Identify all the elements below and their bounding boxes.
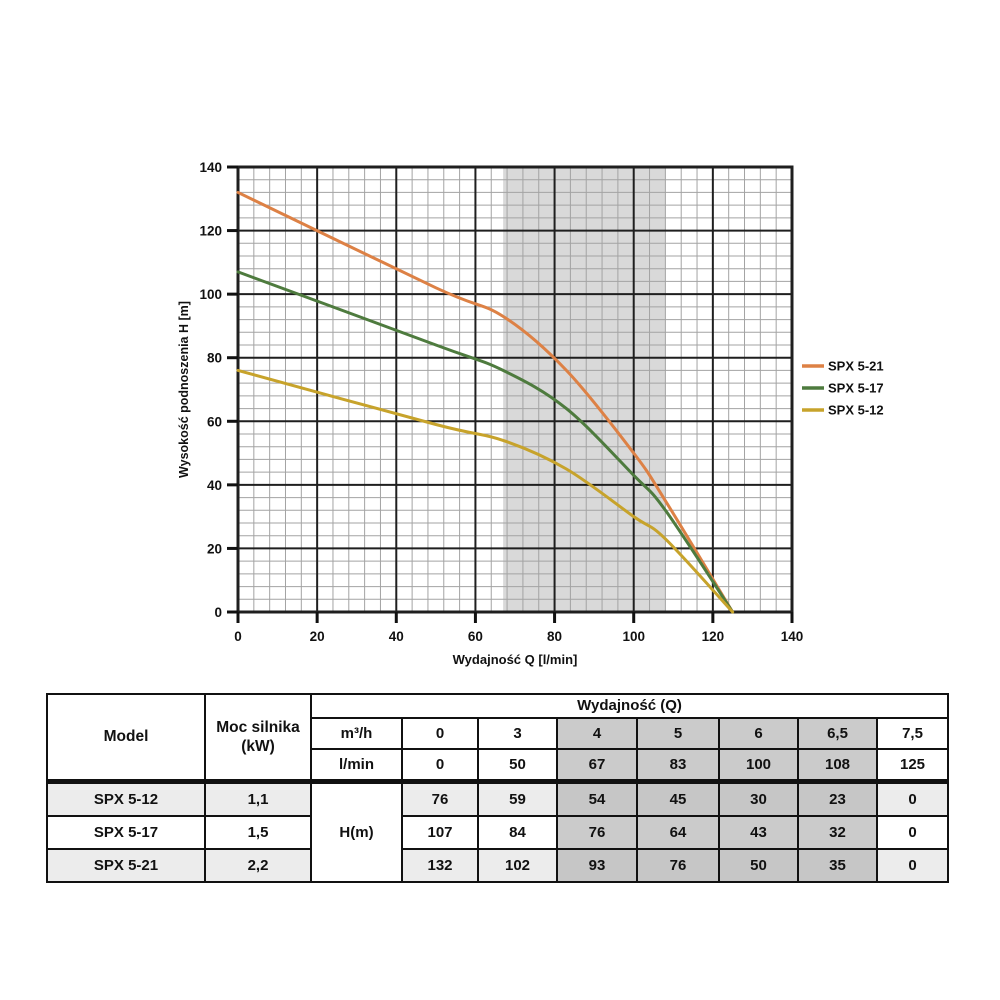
y-tick-label: 40	[207, 478, 222, 493]
table-row: l/min 0 50 67 83 100 108 125	[47, 748, 949, 783]
series-line-SPX-5-21	[236, 190, 735, 614]
x-tick-label: 60	[468, 629, 483, 644]
lmin-value-cell: 0	[401, 748, 479, 783]
h-value-cell: 32	[797, 815, 878, 850]
y-tick-label: 0	[214, 605, 222, 620]
lmin-value-cell: 67	[556, 748, 638, 783]
table-row: SPX 5-12 1,1 H(m) 76 59 54 45 30 23 0	[46, 779, 949, 883]
power-cell: 1,1	[204, 779, 312, 817]
model-header-cell: Model	[46, 693, 206, 783]
lmin-value-cell: 83	[636, 748, 720, 783]
lmin-value-cell: 100	[718, 748, 799, 783]
plot-border	[236, 165, 794, 614]
y-tick-label: 80	[207, 351, 222, 366]
x-tick-label: 140	[781, 629, 804, 644]
h-value-cell: 0	[876, 779, 949, 817]
m3h-value-cell: 0	[401, 717, 479, 750]
h-value-cell: 45	[636, 779, 720, 817]
pump-data-table: Model Moc silnika (kW) Wydajność (Q) m³/h 0 3…	[46, 693, 949, 883]
h-value-cell: 59	[477, 779, 558, 817]
table-row: SPX 5-17 1,5 107 84 76 64 43 32 0	[46, 815, 949, 850]
h-value-cell: 54	[556, 779, 638, 817]
x-tick-label: 0	[234, 629, 242, 644]
wydajnosc-header-cell: Wydajność (Q)	[310, 693, 949, 719]
m3h-value-cell: 3	[477, 717, 558, 750]
y-tick-label: 120	[199, 224, 222, 239]
h-value-cell: 64	[636, 815, 720, 850]
lmin-label-cell: l/min	[310, 748, 403, 783]
m3h-value-cell: 4	[556, 717, 638, 750]
table-row: Model Moc silnika (kW) Wydajność (Q)	[46, 693, 949, 783]
model-cell: SPX 5-17	[46, 815, 206, 850]
h-value-cell: 102	[477, 848, 558, 883]
x-axis-title: Wydajność Q [l/min]	[453, 652, 578, 667]
m3h-value-cell: 6,5	[797, 717, 878, 750]
power-cell: 1,5	[204, 815, 312, 850]
series-line-SPX-5-17	[236, 270, 735, 614]
x-tick-label: 120	[702, 629, 725, 644]
power-cell: 2,2	[204, 848, 312, 883]
m3h-value-cell: 7,5	[876, 717, 949, 750]
x-tick-label: 100	[622, 629, 645, 644]
m3h-value-cell: 6	[718, 717, 799, 750]
h-value-cell: 0	[876, 848, 949, 883]
h-value-cell: 35	[797, 848, 878, 883]
h-label-cell: H(m)	[310, 779, 403, 883]
y-tick-label: 100	[199, 287, 222, 302]
y-tick-label: 140	[199, 160, 222, 175]
x-tick-label: 80	[547, 629, 562, 644]
h-value-cell: 43	[718, 815, 799, 850]
h-value-cell: 132	[401, 848, 479, 883]
h-value-cell: 50	[718, 848, 799, 883]
legend-label-SPX-5-21: SPX 5-21	[828, 359, 884, 374]
x-tick-label: 40	[389, 629, 404, 644]
h-value-cell: 93	[556, 848, 638, 883]
y-tick-label: 60	[207, 414, 222, 429]
chart-canvas: 0 20 40 60 80 100 120 140 0 20 40 60 80 100 120 140 Wyda…	[177, 160, 884, 667]
h-value-cell: 107	[401, 815, 479, 850]
y-tick-label: 20	[207, 541, 222, 556]
legend-label-SPX-5-17: SPX 5-17	[828, 381, 884, 396]
power-header-cell: Moc silnika (kW)	[204, 693, 312, 783]
h-value-cell: 76	[636, 848, 720, 883]
table-row: SPX 5-21 2,2 132 102 93 76 50 35 0	[46, 848, 949, 883]
x-tick-label: 20	[310, 629, 325, 644]
h-value-cell: 30	[718, 779, 799, 817]
h-value-cell: 84	[477, 815, 558, 850]
lmin-value-cell: 108	[797, 748, 878, 783]
pump-performance-chart: 0 20 40 60 80 100 120 140 0 20 40 60 80 100 120 140 Wyda…	[177, 160, 884, 667]
table-row: m³/h 0 3 4 5 6 6,5 7,5	[47, 717, 949, 750]
lmin-value-cell: 125	[876, 748, 949, 783]
lmin-value-cell: 50	[477, 748, 558, 783]
model-cell: SPX 5-21	[46, 848, 206, 883]
h-value-cell: 23	[797, 779, 878, 817]
series-line-SPX-5-12	[236, 368, 735, 614]
y-axis-title: Wysokość podnoszenia H [m]	[177, 301, 191, 478]
m3h-value-cell: 5	[636, 717, 720, 750]
h-value-cell: 0	[876, 815, 949, 850]
legend-label-SPX-5-12: SPX 5-12	[828, 403, 884, 418]
h-value-cell: 76	[556, 815, 638, 850]
m3h-label-cell: m³/h	[310, 717, 403, 750]
h-value-cell: 76	[401, 779, 479, 817]
model-cell: SPX 5-12	[46, 779, 206, 817]
